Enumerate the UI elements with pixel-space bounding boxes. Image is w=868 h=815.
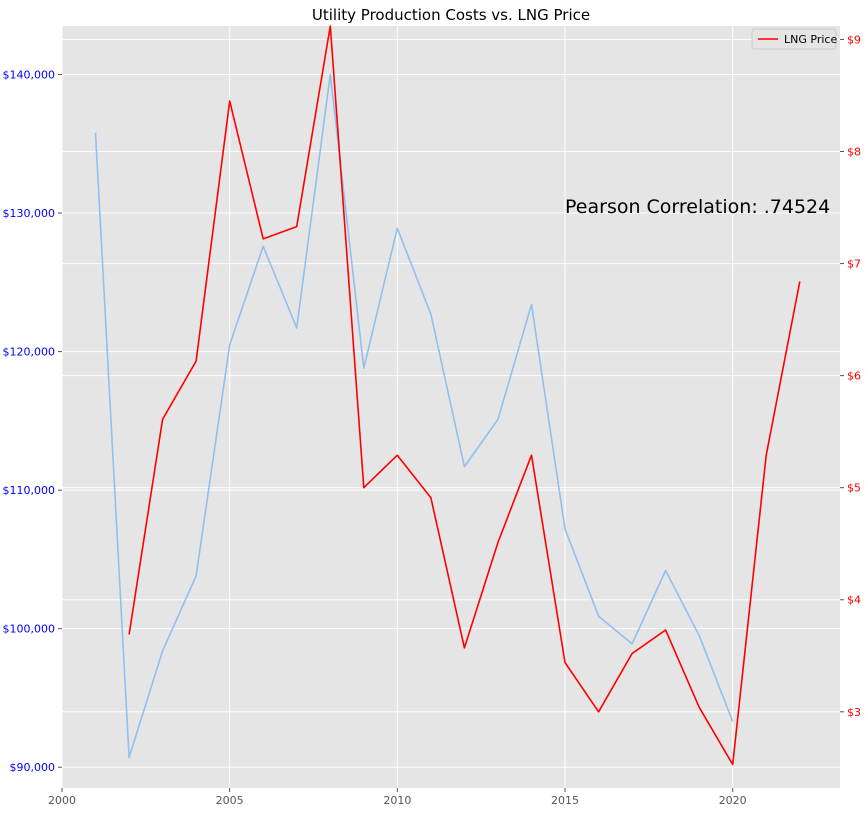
y-right-tick-label: $3 [847, 706, 861, 719]
y-left-tick-label: $110,000 [3, 484, 56, 497]
x-tick-label: 2000 [48, 794, 76, 807]
legend-label: LNG Price [784, 33, 837, 46]
chart-title: Utility Production Costs vs. LNG Price [312, 6, 590, 24]
y-left-tick-label: $130,000 [3, 207, 56, 220]
axes: 2000 2005 2010 2015 2020 $90,000 $100,000 $110,… [3, 33, 862, 807]
production-cost-line [94, 73, 734, 759]
lng-price-line [128, 25, 801, 766]
y-right-tick-label: $7 [847, 258, 861, 271]
y-right-tick-label: $5 [847, 482, 861, 495]
y-right-tick-label: $9 [847, 33, 861, 46]
grid-lines [61, 26, 840, 788]
x-tick-label: 2010 [383, 794, 411, 807]
y-left-tick-label: $90,000 [10, 761, 56, 774]
y-right-tick-label: $8 [847, 146, 861, 159]
series-lines [94, 25, 801, 766]
y-right-tick-label: $4 [847, 594, 861, 607]
y-right-tick-label: $6 [847, 370, 861, 383]
legend: LNG Price [751, 28, 837, 50]
y-left-tick-label: $140,000 [3, 68, 56, 81]
y-left-tick-label: $120,000 [3, 346, 56, 359]
pearson-annotation: Pearson Correlation: .74524 [565, 196, 830, 218]
legend-box [751, 28, 837, 50]
x-tick-label: 2020 [719, 794, 747, 807]
y-left-tick-label: $100,000 [3, 623, 56, 636]
x-tick-label: 2015 [551, 794, 579, 807]
x-tick-label: 2005 [216, 794, 244, 807]
